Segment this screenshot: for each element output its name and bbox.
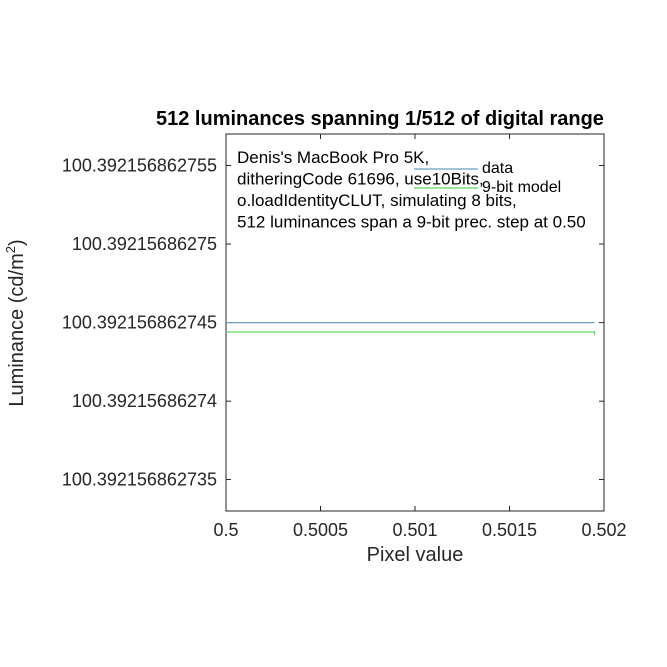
annotation-line: 512 luminances span a 9-bit prec. step a… — [237, 213, 586, 232]
series-layer — [226, 322, 596, 336]
x-tick-label: 0.5 — [213, 520, 238, 540]
x-tick-label: 0.502 — [581, 520, 626, 540]
x-axis-ticks: 0.5 0.5005 0.501 0.5015 0.502 — [213, 134, 627, 540]
legend-label: data — [482, 160, 513, 177]
y-tick-label: 100.392156862735 — [62, 470, 217, 490]
y-axis-ticks: 100.392156862735 100.39215686274 100.39215… — [62, 155, 604, 490]
y-tick-label: 100.39215686275 — [72, 234, 217, 254]
y-tick-label: 100.392156862755 — [62, 155, 217, 175]
x-axis-label: Pixel value — [367, 544, 464, 566]
y-tick-label: 100.39215686274 — [72, 391, 217, 411]
y-axis-label: Luminance (cd/m2) — [3, 239, 28, 406]
chart-annotation: Denis's MacBook Pro 5K, ditheringCode 616… — [237, 148, 586, 232]
annotation-line: o.loadIdentityCLUT, simulating 8 bits, — [237, 191, 517, 210]
x-tick-label: 0.5015 — [482, 520, 537, 540]
legend-label: 9-bit model — [482, 179, 561, 196]
x-tick-label: 0.501 — [392, 520, 437, 540]
chart-legend: data 9-bit model — [414, 160, 561, 196]
y-tick-label: 100.392156862745 — [62, 313, 217, 333]
x-tick-label: 0.5005 — [293, 520, 348, 540]
series-line-1 — [226, 331, 596, 336]
annotation-line: Denis's MacBook Pro 5K, — [237, 148, 429, 167]
chart-title: 512 luminances spanning 1/512 of digital… — [156, 108, 604, 130]
annotation-line: ditheringCode 61696, use10Bits, — [237, 170, 484, 189]
